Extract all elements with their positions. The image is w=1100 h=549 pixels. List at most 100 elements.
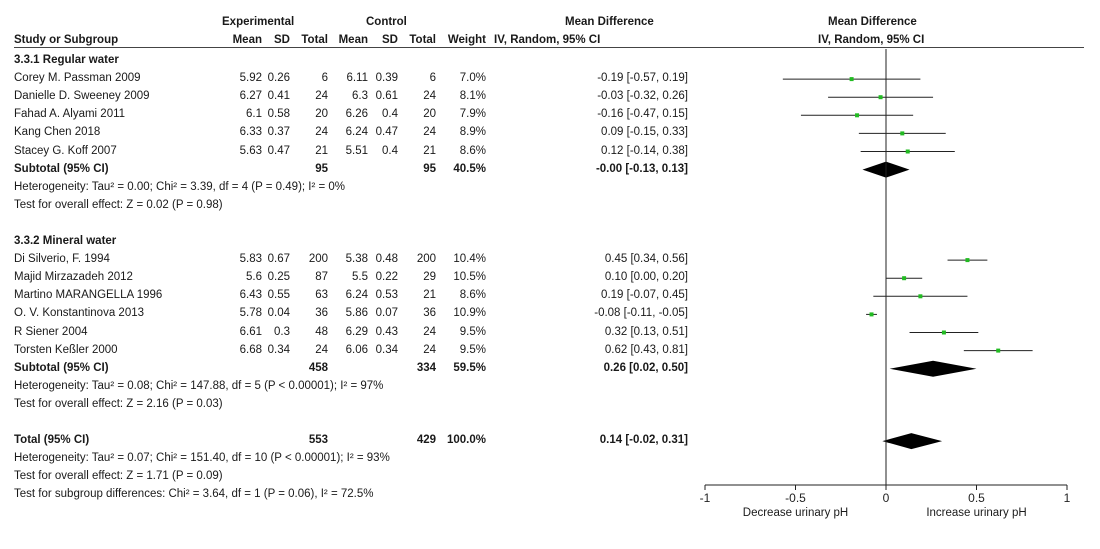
study-ctl-sd: 0.39 xyxy=(375,72,398,85)
subgroup-title: 3.3.2 Mineral water xyxy=(14,235,117,247)
study-exp-total: 48 xyxy=(315,325,328,338)
total-ctl-total: 429 xyxy=(416,434,436,447)
study-weight: 10.9% xyxy=(453,307,486,320)
experimental-group-header: Experimental xyxy=(222,16,295,28)
study-exp-total: 87 xyxy=(315,271,328,284)
study-exp-total: 24 xyxy=(315,90,328,103)
col-ctl-total: Total xyxy=(409,34,436,46)
study-ctl-mean: 6.24 xyxy=(345,289,368,302)
study-exp-sd: 0.41 xyxy=(267,90,290,103)
study-exp-total: 20 xyxy=(315,108,328,121)
point-estimate xyxy=(849,77,854,82)
study-name: Fahad A. Alyami 2011 xyxy=(14,108,126,121)
study-ctl-total: 20 xyxy=(423,108,436,121)
study-ci: 0.10 [0.00, 0.20] xyxy=(604,271,688,284)
study-ci: -0.08 [-0.11, -0.05] xyxy=(594,307,688,320)
study-ctl-sd: 0.4 xyxy=(382,108,398,121)
study-exp-total: 24 xyxy=(315,343,328,356)
study-ctl-total: 24 xyxy=(423,343,436,356)
study-ci: -0.19 [-0.57, 0.19] xyxy=(597,72,688,85)
study-ctl-sd: 0.48 xyxy=(375,253,398,266)
study-name: Majid Mirzazadeh 2012 xyxy=(14,271,133,284)
study-ctl-sd: 0.47 xyxy=(375,126,398,139)
point-estimate xyxy=(902,276,907,281)
subtotal-label: Subtotal (95% CI) xyxy=(14,162,109,175)
header-rule xyxy=(14,47,1084,48)
study-exp-mean: 5.83 xyxy=(239,253,262,266)
study-ctl-sd: 0.34 xyxy=(375,343,398,356)
study-exp-total: 200 xyxy=(308,253,328,266)
study-ctl-mean: 6.26 xyxy=(345,108,368,121)
study-exp-mean: 6.43 xyxy=(239,289,262,302)
subtotal-exp-total: 458 xyxy=(308,361,328,374)
study-exp-mean: 5.6 xyxy=(246,271,262,284)
study-weight: 9.5% xyxy=(459,325,486,338)
study-weight: 8.9% xyxy=(459,126,486,139)
study-exp-mean: 6.68 xyxy=(239,343,262,356)
x-tick-label: 1 xyxy=(1064,491,1071,505)
col-exp-total: Total xyxy=(301,34,328,46)
study-exp-sd: 0.47 xyxy=(267,144,290,157)
point-estimate xyxy=(869,312,874,317)
point-estimate xyxy=(965,258,970,263)
study-exp-sd: 0.58 xyxy=(267,108,290,121)
col-weight: Weight xyxy=(447,34,486,46)
study-ctl-total: 200 xyxy=(416,253,436,266)
total-label: Total (95% CI) xyxy=(14,434,90,447)
col-ci: IV, Random, 95% CI xyxy=(494,34,601,46)
study-exp-total: 63 xyxy=(315,289,328,302)
mean-difference-table-header: Mean Difference xyxy=(565,16,654,28)
study-ctl-sd: 0.43 xyxy=(375,325,398,338)
study-exp-mean: 5.78 xyxy=(239,307,262,320)
study-ctl-mean: 6.3 xyxy=(352,90,368,103)
study-exp-sd: 0.26 xyxy=(267,72,290,85)
study-ci: 0.09 [-0.15, 0.33] xyxy=(601,126,688,139)
subtotal-weight: 40.5% xyxy=(453,162,486,175)
study-name: Martino MARANGELLA 1996 xyxy=(14,289,163,302)
study-ctl-total: 24 xyxy=(423,90,436,103)
mean-difference-plot-header: Mean Difference xyxy=(828,16,917,28)
study-exp-mean: 6.61 xyxy=(239,325,262,338)
study-ctl-mean: 5.86 xyxy=(345,307,368,320)
study-ctl-sd: 0.22 xyxy=(375,271,398,284)
study-ctl-mean: 5.38 xyxy=(345,253,368,266)
study-ctl-sd: 0.61 xyxy=(375,90,398,103)
study-weight: 7.0% xyxy=(459,72,486,85)
study-ctl-total: 21 xyxy=(423,144,436,157)
col-study: Study or Subgroup xyxy=(14,34,119,46)
study-ci: 0.32 [0.13, 0.51] xyxy=(604,325,688,338)
study-exp-total: 24 xyxy=(315,126,328,139)
favours-left-label: Decrease urinary pH xyxy=(742,507,849,519)
subgroup-title: 3.3.1 Regular water xyxy=(14,54,119,66)
total-exp-total: 553 xyxy=(308,434,328,447)
study-ci: 0.45 [0.34, 0.56] xyxy=(604,253,688,266)
study-ctl-total: 29 xyxy=(423,271,436,284)
study-ctl-mean: 6.06 xyxy=(345,343,368,356)
study-ci: 0.12 [-0.14, 0.38] xyxy=(601,144,688,157)
study-name: Kang Chen 2018 xyxy=(14,126,101,139)
point-estimate xyxy=(878,95,883,100)
study-ci: -0.03 [-0.32, 0.26] xyxy=(597,90,688,103)
study-ctl-sd: 0.53 xyxy=(375,289,398,302)
study-exp-sd: 0.67 xyxy=(267,253,290,266)
study-name: Stacey G. Koff 2007 xyxy=(14,144,117,157)
study-exp-sd: 0.25 xyxy=(267,271,290,284)
study-exp-mean: 6.33 xyxy=(239,126,262,139)
col-ctl-mean: Mean xyxy=(338,34,368,46)
study-name: R Siener 2004 xyxy=(14,325,88,338)
study-exp-sd: 0.34 xyxy=(267,343,290,356)
study-exp-sd: 0.04 xyxy=(267,307,290,320)
study-ctl-total: 36 xyxy=(423,307,436,320)
statistic-note: Heterogeneity: Tau² = 0.07; Chi² = 151.4… xyxy=(14,452,390,465)
total-diamond xyxy=(882,433,943,450)
study-weight: 10.5% xyxy=(453,271,486,284)
study-ctl-total: 21 xyxy=(423,289,436,302)
study-exp-sd: 0.3 xyxy=(274,325,290,338)
study-weight: 8.6% xyxy=(459,144,486,157)
study-ci: -0.16 [-0.47, 0.15] xyxy=(597,108,688,121)
statistic-note: Heterogeneity: Tau² = 0.00; Chi² = 3.39,… xyxy=(14,180,346,193)
study-exp-sd: 0.55 xyxy=(267,289,290,302)
study-ctl-sd: 0.4 xyxy=(382,144,398,157)
study-ctl-sd: 0.07 xyxy=(375,307,398,320)
